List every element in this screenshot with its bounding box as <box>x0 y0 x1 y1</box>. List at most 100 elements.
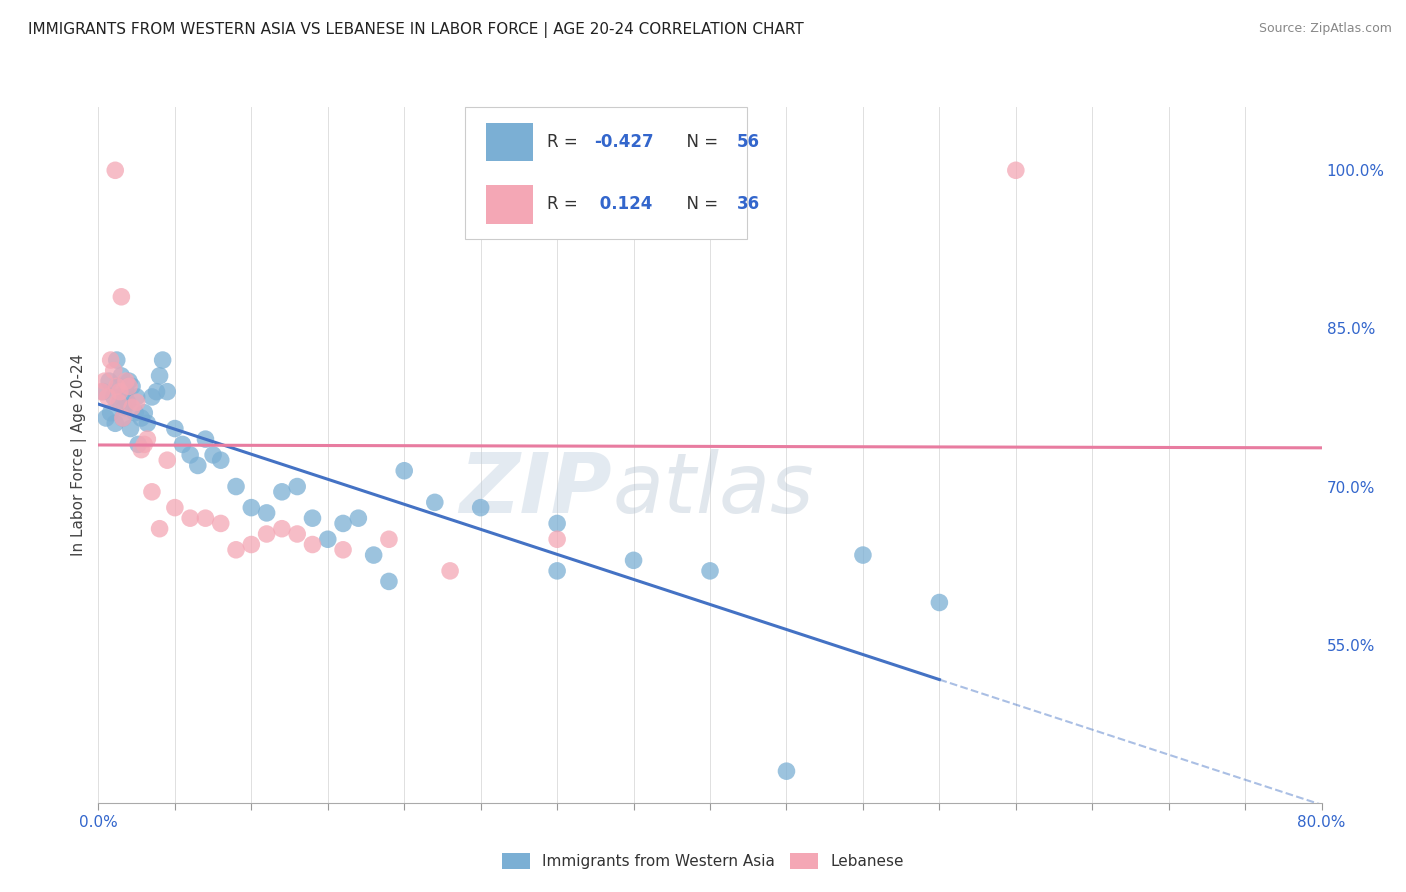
Point <box>108 395 131 409</box>
Point <box>104 163 127 178</box>
Point <box>121 401 143 415</box>
Point <box>105 353 128 368</box>
Point <box>129 411 152 425</box>
Point <box>141 390 163 404</box>
Point <box>163 421 186 435</box>
Point <box>179 448 201 462</box>
Point <box>108 384 131 399</box>
Point <box>439 564 461 578</box>
Point <box>100 353 122 368</box>
Point <box>270 484 294 499</box>
Point <box>240 537 263 551</box>
Point <box>97 390 120 404</box>
Point <box>225 542 247 557</box>
Point <box>107 395 129 409</box>
Point <box>104 417 127 431</box>
Y-axis label: In Labor Force | Age 20-24: In Labor Force | Age 20-24 <box>72 354 87 556</box>
Point <box>112 401 135 415</box>
Point <box>100 406 122 420</box>
Point <box>225 479 247 493</box>
Point <box>775 764 797 779</box>
Text: 56: 56 <box>737 133 759 151</box>
Text: ZIP: ZIP <box>460 450 612 530</box>
Point <box>209 453 232 467</box>
Point <box>316 533 339 547</box>
Point <box>163 500 186 515</box>
Point <box>111 411 134 425</box>
Point <box>90 384 112 399</box>
Point <box>134 437 156 451</box>
Point <box>378 574 401 589</box>
Point <box>103 363 125 377</box>
Bar <box>486 123 533 161</box>
Point <box>145 384 167 399</box>
Point <box>98 374 121 388</box>
Point <box>149 522 172 536</box>
Point <box>623 553 645 567</box>
Point <box>149 368 172 383</box>
Point <box>209 516 232 531</box>
Text: R =: R = <box>547 133 583 151</box>
Point <box>928 595 950 609</box>
Point <box>103 390 125 404</box>
Point <box>347 511 370 525</box>
Legend: Immigrants from Western Asia, Lebanese: Immigrants from Western Asia, Lebanese <box>496 847 910 875</box>
Point <box>852 548 875 562</box>
Point <box>115 374 138 388</box>
Point <box>152 353 174 368</box>
Point <box>363 548 385 562</box>
Point <box>256 527 278 541</box>
Text: atlas: atlas <box>612 450 814 530</box>
Point <box>194 511 217 525</box>
Point <box>94 411 117 425</box>
Point <box>470 500 492 515</box>
Point <box>136 417 159 431</box>
Point <box>194 432 217 446</box>
Point <box>301 537 323 551</box>
Point <box>332 542 354 557</box>
Text: IMMIGRANTS FROM WESTERN ASIA VS LEBANESE IN LABOR FORCE | AGE 20-24 CORRELATION : IMMIGRANTS FROM WESTERN ASIA VS LEBANESE… <box>28 22 804 38</box>
Point <box>134 406 156 420</box>
Text: Source: ZipAtlas.com: Source: ZipAtlas.com <box>1258 22 1392 36</box>
Point <box>107 379 129 393</box>
Text: 0.124: 0.124 <box>593 195 652 213</box>
Point <box>187 458 209 473</box>
Point <box>124 406 146 420</box>
Text: N =: N = <box>676 195 723 213</box>
Point <box>110 290 132 304</box>
Point <box>91 384 114 399</box>
Text: R =: R = <box>547 195 583 213</box>
Point <box>117 395 139 409</box>
Point <box>332 516 354 531</box>
Point <box>270 522 294 536</box>
Point <box>546 516 568 531</box>
Point <box>699 564 721 578</box>
Point <box>118 379 141 393</box>
Point <box>392 464 416 478</box>
Text: -0.427: -0.427 <box>593 133 654 151</box>
Point <box>118 374 141 388</box>
Point <box>285 527 308 541</box>
Point <box>378 533 401 547</box>
Point <box>546 564 568 578</box>
Bar <box>486 186 533 224</box>
Point <box>202 448 225 462</box>
Point <box>240 500 263 515</box>
Point <box>301 511 323 525</box>
Point <box>141 484 163 499</box>
Point <box>129 442 152 457</box>
Point <box>105 379 128 393</box>
Point <box>121 379 143 393</box>
Point <box>156 453 179 467</box>
Text: N =: N = <box>676 133 723 151</box>
Point <box>1004 163 1026 178</box>
Point <box>120 421 142 435</box>
Point <box>136 432 159 446</box>
Point <box>179 511 201 525</box>
Point <box>125 395 148 409</box>
Point <box>127 437 149 451</box>
Point <box>156 384 179 399</box>
Point <box>115 384 138 399</box>
Point <box>110 368 132 383</box>
FancyBboxPatch shape <box>465 107 747 239</box>
